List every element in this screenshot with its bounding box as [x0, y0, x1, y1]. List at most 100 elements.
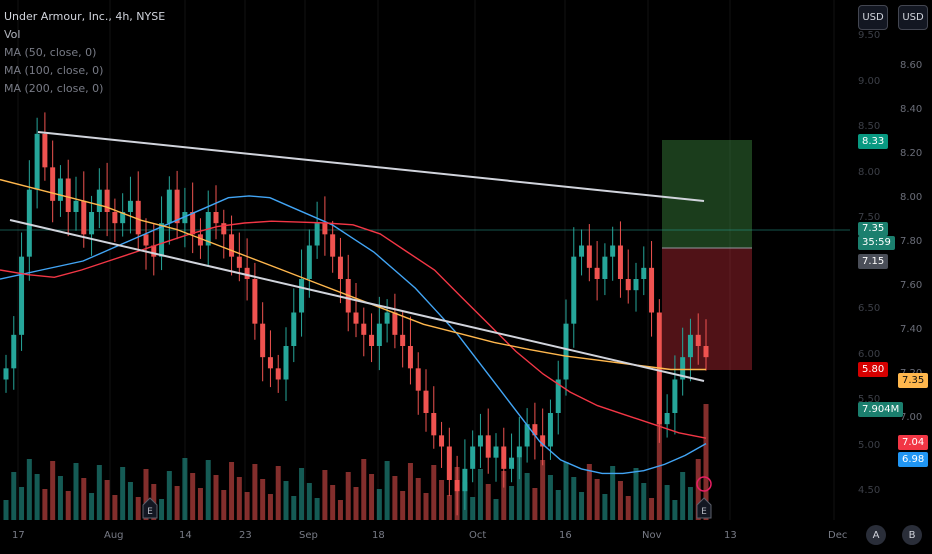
volume-bar: [532, 488, 538, 520]
volume-bar: [283, 481, 289, 520]
candle-body: [493, 446, 499, 458]
candle-body: [617, 245, 623, 279]
candle-body: [159, 223, 165, 257]
volume-bar: [291, 496, 297, 520]
volume-bar: [174, 486, 180, 520]
volume-bar: [586, 464, 592, 520]
volume-bar: [221, 490, 227, 520]
ma200-legend[interactable]: MA (200, close, 0): [4, 82, 104, 95]
x-tick-label: 16: [559, 530, 572, 541]
candle-body: [236, 256, 242, 268]
last-price-tag: 7.35: [858, 222, 889, 236]
ma50-legend[interactable]: MA (50, close, 0): [4, 46, 97, 59]
alert-icon: [696, 476, 712, 492]
symbol-title[interactable]: Under Armour, Inc., 4h, NYSE: [4, 10, 166, 23]
volume-bar: [649, 498, 655, 520]
volume-bar: [369, 474, 375, 520]
candle-body: [135, 200, 141, 235]
volume-bar: [633, 468, 639, 520]
secondary-tick-label: 8.00: [858, 166, 881, 178]
volume-bar: [135, 497, 141, 520]
volume-bar: [579, 492, 585, 520]
volume-bar: [11, 472, 17, 520]
volume-bar: [205, 460, 211, 520]
candle-body: [3, 368, 9, 380]
channel-upper: [37, 131, 705, 202]
volume-bar: [330, 485, 336, 520]
candle-body: [477, 435, 483, 447]
currency-button-left[interactable]: USD: [858, 5, 888, 30]
volume-bar: [337, 500, 343, 520]
earnings-marker-1: [696, 497, 712, 519]
volume-bar: [555, 490, 561, 520]
volume-bar: [439, 480, 445, 520]
candle-body: [680, 357, 686, 380]
volume-bar: [594, 479, 600, 520]
volume-bar: [563, 462, 569, 520]
ma100-value-tag: 7.04: [898, 435, 929, 450]
x-tick-label: 17: [12, 530, 25, 541]
volume-bar: [501, 471, 507, 520]
stop-price-tag: 5.80: [858, 362, 889, 377]
candle-body: [143, 234, 149, 246]
candle-body: [423, 390, 429, 413]
candle-body: [524, 424, 530, 447]
candle-body: [81, 200, 87, 235]
candle-body: [34, 133, 40, 190]
candle-body: [96, 189, 102, 212]
volume-bar: [400, 491, 406, 520]
profit-zone: [662, 140, 752, 248]
candle-body: [625, 279, 631, 291]
volume-bar: [516, 458, 522, 520]
volume-bar: [267, 494, 273, 520]
volume-bar: [485, 484, 491, 520]
candle-body: [687, 334, 693, 358]
volume-legend[interactable]: Vol: [4, 28, 21, 41]
secondary-tick-label: 5.00: [858, 439, 881, 451]
x-tick-label: 13: [724, 530, 737, 541]
auto-scale-button[interactable]: A: [866, 525, 886, 545]
volume-bar: [540, 460, 546, 520]
volume-bar: [703, 404, 709, 520]
x-tick-label: 23: [239, 530, 252, 541]
candle-body: [275, 368, 281, 380]
candle-body: [182, 212, 188, 224]
currency-button-right[interactable]: USD: [898, 5, 928, 30]
candle-body: [330, 234, 336, 257]
candle-body: [244, 267, 250, 279]
volume-bar: [96, 465, 102, 520]
volume-bar: [431, 465, 437, 520]
volume-bar: [275, 466, 281, 520]
candle-body: [384, 312, 390, 324]
candle-body: [353, 312, 359, 324]
price-tick-label: 8.40: [900, 104, 923, 115]
volume-bar: [361, 459, 367, 520]
ma200-line: [0, 178, 706, 371]
volume-bar: [143, 469, 149, 520]
volume-bar: [493, 499, 499, 520]
candle-body: [26, 189, 32, 257]
candle-body: [376, 323, 382, 346]
volume-bar: [392, 476, 398, 520]
ma100-legend[interactable]: MA (100, close, 0): [4, 64, 104, 77]
candle-body: [283, 346, 289, 380]
volume-bar: [407, 463, 413, 520]
candle-body: [563, 323, 569, 380]
volume-bar: [695, 459, 701, 520]
candle-body: [73, 200, 79, 212]
volume-bar: [112, 495, 118, 520]
volume-bar: [477, 469, 483, 520]
price-tick-label: 7.60: [900, 280, 923, 291]
candle-body: [166, 189, 172, 224]
candle-body: [407, 346, 413, 369]
target-price-tag: 8.33: [858, 134, 889, 149]
candle-body: [509, 457, 515, 469]
secondary-tick-label: 6.50: [858, 303, 881, 314]
channel-lower: [9, 219, 705, 382]
log-scale-button[interactable]: B: [902, 525, 922, 545]
volume-bar: [610, 466, 616, 520]
ma50-value-tag: 6.98: [898, 452, 929, 467]
candle-body: [547, 413, 553, 447]
